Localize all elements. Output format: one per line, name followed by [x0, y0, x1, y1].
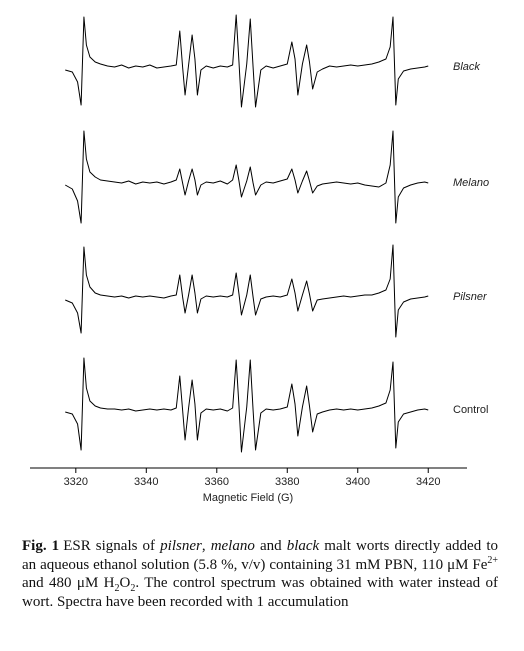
x-tick-label: 3340 — [134, 476, 158, 488]
series-label: Control — [453, 404, 488, 416]
x-tick-label: 3400 — [346, 476, 370, 488]
x-tick-label: 3360 — [205, 476, 229, 488]
spectrum-line — [65, 14, 429, 108]
caption-text: ESR signals of — [63, 538, 161, 554]
series-label: Melano — [453, 177, 489, 189]
caption-text: melano — [210, 538, 255, 554]
caption-label: Fig. 1 — [22, 538, 60, 554]
chart: Magnetic Field (G) 3320 3340 3360 3380 3400 3… — [30, 14, 489, 504]
caption-text: and — [254, 538, 287, 554]
caption-text: black — [286, 538, 320, 554]
caption-text: and 480 μM H — [22, 575, 115, 591]
caption-text: . The control spectrum was obtained with… — [22, 575, 498, 610]
x-tick-label: 3320 — [64, 476, 88, 488]
series-label: Pilsner — [453, 291, 488, 303]
caption-text: , — [201, 538, 211, 554]
caption-text: pilsner — [160, 538, 202, 554]
series-label: Black — [453, 61, 480, 73]
caption-text: 2+ — [487, 554, 498, 566]
caption-text: 2 — [114, 583, 120, 594]
x-tick-label: 3420 — [416, 476, 440, 488]
x-axis-label: Magnetic Field (G) — [203, 492, 293, 504]
caption-text: O — [119, 575, 131, 591]
caption: Fig. 1 ESR signals of pilsner, melano and… — [22, 537, 498, 611]
spectrum-line — [65, 244, 429, 338]
caption-text: malt worts directly added to an aqueous … — [22, 538, 498, 573]
caption-text: 2 — [130, 583, 136, 594]
spectrum-line — [65, 357, 429, 453]
spectrum-line — [64, 130, 429, 224]
x-tick-label: 3380 — [275, 476, 299, 488]
